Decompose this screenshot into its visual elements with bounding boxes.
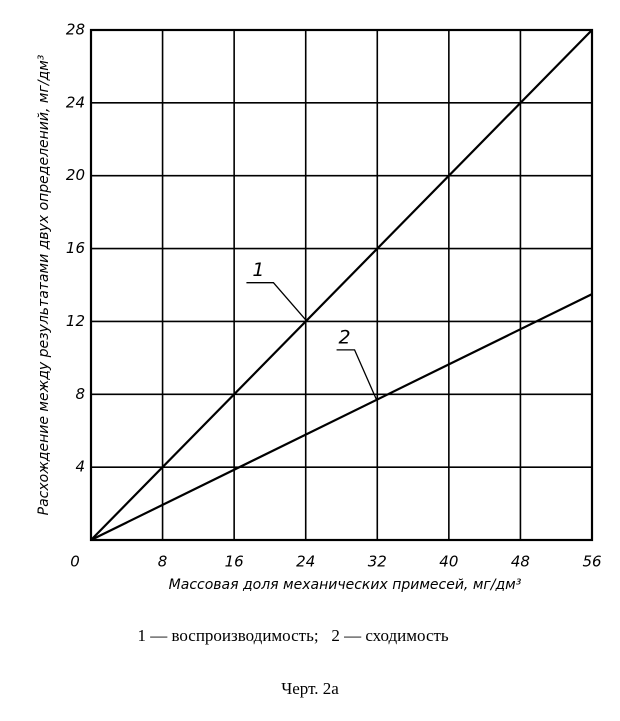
x-tick-label: 16 (225, 553, 244, 571)
x-tick-label: 56 (582, 553, 601, 571)
legend-entry: 1 — воспроизводимость; (137, 626, 318, 645)
y-tick-label: 16 (66, 239, 85, 257)
line-series (90, 29, 593, 541)
y-tick-label: 24 (66, 93, 85, 111)
x-tick-label: 32 (368, 553, 387, 571)
leader-line (246, 282, 307, 322)
y-tick-label: 20 (66, 166, 85, 184)
x-tick-label: 0 (70, 553, 80, 571)
y-tick-label: 4 (75, 458, 85, 476)
plot-frame (89, 28, 594, 542)
x-tick-label: 48 (511, 553, 530, 571)
y-tick-label: 12 (66, 312, 85, 330)
x-axis-label: Массовая доля механических примесей, мг/… (169, 577, 522, 593)
y-tick-label: 8 (75, 385, 85, 403)
y-axis-label: Расхождение между результатами двух опре… (36, 54, 52, 515)
series-label: 1 (252, 259, 264, 281)
leader-line (336, 349, 378, 401)
legend-entry: 2 — сходимость (331, 626, 449, 645)
y-tick-label: 28 (66, 21, 85, 39)
caption: Черт. 2а (281, 679, 339, 698)
x-tick-label: 8 (158, 553, 168, 571)
line-series (90, 293, 593, 541)
series-label: 2 (339, 326, 351, 348)
x-tick-label: 24 (296, 553, 315, 571)
x-tick-label: 40 (439, 553, 458, 571)
